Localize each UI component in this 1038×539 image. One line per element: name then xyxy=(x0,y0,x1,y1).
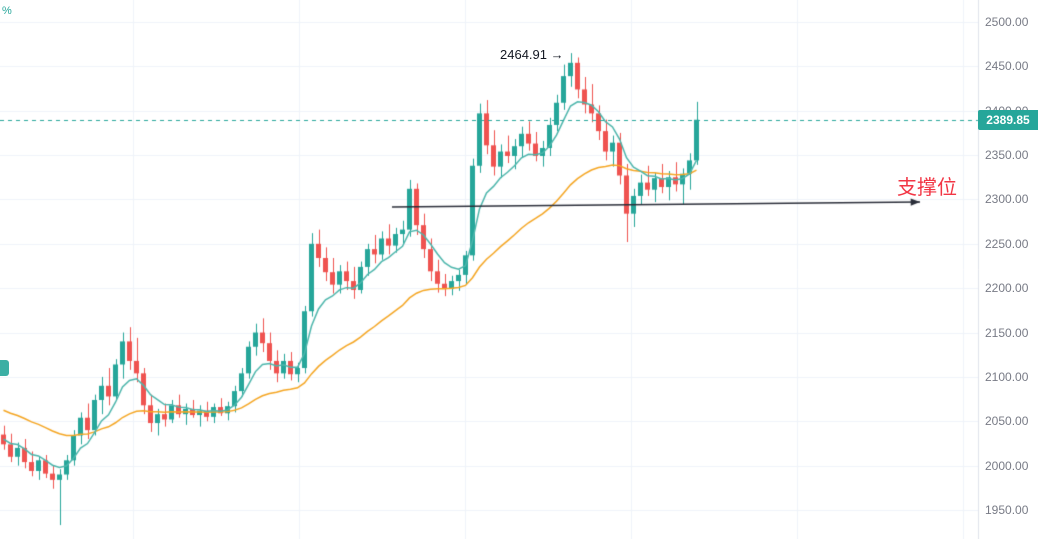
price-axis-label: 2050.00 xyxy=(985,414,1029,429)
price-axis-label: 2150.00 xyxy=(985,325,1029,340)
price-axis-label: 2000.00 xyxy=(985,458,1029,473)
price-axis-label: 2100.00 xyxy=(985,369,1029,384)
price-axis-label: 2200.00 xyxy=(985,281,1029,296)
price-axis-label: 2450.00 xyxy=(985,59,1029,74)
left-edge-marker xyxy=(0,360,9,376)
last-price-value: 2389.85 xyxy=(986,112,1030,127)
support-level-label: 支撑位 xyxy=(897,177,957,199)
price-axis-label: 2250.00 xyxy=(985,236,1029,251)
price-axis-label: 2350.00 xyxy=(985,148,1029,163)
price-axis[interactable]: 2500.002450.002400.002350.002300.002250.… xyxy=(979,0,1038,539)
price-axis-label: 1950.00 xyxy=(985,503,1029,517)
price-axis-label: 2300.00 xyxy=(985,192,1029,207)
price-axis-label: 2500.00 xyxy=(985,15,1029,29)
peak-price-annotation: 2464.91 → xyxy=(500,47,564,62)
last-price-badge: 2389.85 xyxy=(978,109,1038,130)
indicator-legend-fragment: % xyxy=(2,5,12,17)
